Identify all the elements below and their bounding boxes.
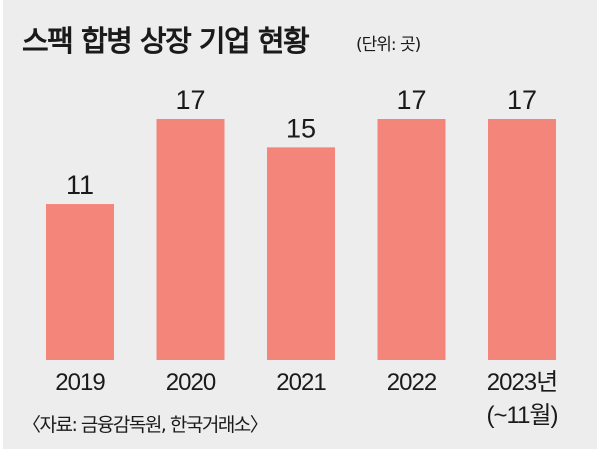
x-tick-label: 2023년 — [487, 369, 557, 396]
x-tick-note: (~11월) — [487, 402, 558, 429]
x-tick-label: 2019 — [55, 369, 105, 396]
chart-unit: (단위: 곳) — [356, 35, 421, 55]
x-tick-label: 2022 — [387, 369, 437, 396]
data-label: 17 — [175, 85, 205, 115]
bar-2020 — [156, 119, 225, 360]
chart-source: 〈자료: 금융감독원, 한국거래소〉 — [22, 414, 269, 436]
x-tick-label: 2020 — [166, 369, 216, 396]
data-label: 11 — [66, 170, 94, 200]
data-label: 17 — [507, 85, 537, 115]
bar-2021 — [267, 147, 335, 360]
data-label: 17 — [396, 85, 426, 115]
x-tick-label: 2021 — [276, 369, 326, 396]
bar-2023년 — [488, 119, 556, 360]
bar-2022 — [377, 119, 446, 360]
chart-title: 스팩 합병 상장 기업 현황 — [22, 24, 310, 58]
bar-2019 — [46, 204, 114, 360]
data-label: 15 — [286, 113, 316, 143]
